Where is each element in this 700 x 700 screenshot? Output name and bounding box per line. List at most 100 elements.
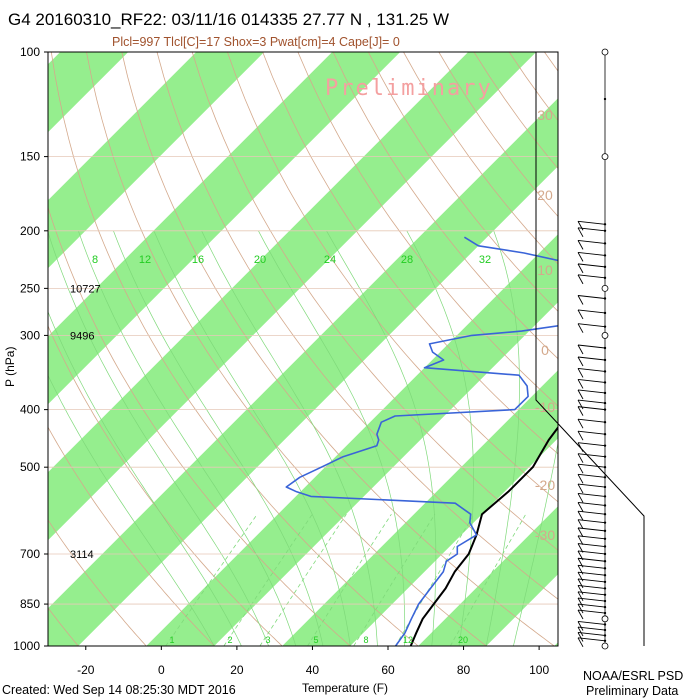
wind-barb-flag — [577, 323, 584, 333]
isotherm-label: 20 — [537, 187, 553, 203]
mixing-ratio-line — [259, 513, 347, 646]
wind-barb-flag — [577, 609, 584, 620]
wind-barb-flag — [577, 430, 584, 441]
y-tick-label: 100 — [20, 45, 40, 59]
y-tick-label: 700 — [20, 547, 40, 561]
wind-calm-marker — [601, 48, 609, 56]
moist-adiabat — [48, 374, 215, 646]
y-tick-label: 850 — [20, 597, 40, 611]
wind-barb-flag — [577, 463, 584, 474]
x-tick-label: 60 — [381, 663, 395, 677]
mixing-ratio-line — [165, 513, 258, 646]
dry-adiabat — [544, 52, 558, 72]
height-label: 9496 — [70, 330, 94, 342]
isobar-lines — [48, 52, 558, 646]
wind-barb-flag — [577, 632, 584, 642]
mixing-ratio-bottom-label: 1 — [169, 635, 174, 645]
isotherm-band — [690, 52, 700, 646]
wind-barb-staff — [577, 510, 606, 515]
wind-barb-column — [577, 48, 609, 650]
mixing-ratio-bottom-label: 5 — [313, 635, 318, 645]
wind-barb-flag — [577, 344, 584, 355]
wind-barb-flag — [577, 368, 584, 378]
axes: -20 0 20 40 60 80 1001001502002503004005007008… — [13, 45, 549, 677]
moist-adiabats — [48, 230, 558, 646]
moist-adiabat — [113, 230, 324, 646]
wind-barb-flag — [577, 603, 584, 614]
series-layer — [285, 236, 558, 646]
isotherm-band — [48, 52, 265, 269]
x-tick-label: 100 — [529, 663, 549, 677]
wind-barb-flag — [577, 527, 584, 538]
wind-barb-staff — [577, 571, 606, 576]
wind-barb-staff — [577, 535, 606, 540]
mixing-ratio-label: 20 — [254, 254, 266, 266]
mixing-ratio-bottom-label: 12 — [403, 635, 413, 645]
isotherm-band — [282, 370, 558, 646]
preliminary-watermark: Preliminary — [325, 76, 493, 101]
wind-barb-staff — [577, 584, 606, 589]
wind-barb-staff — [577, 626, 606, 631]
wind-barb-flag — [577, 585, 584, 595]
wind-barb-staff — [577, 263, 606, 268]
footer-preliminary: Preliminary Data — [586, 684, 678, 698]
x-axis-label: Temperature (F) — [302, 681, 388, 695]
dry-adiabat — [580, 52, 700, 646]
mixing-ratio-bottom-label: 2 — [227, 635, 232, 645]
wind-barb-flag — [577, 483, 584, 494]
y-tick-label: 400 — [20, 403, 40, 417]
isotherm-bands — [48, 52, 700, 646]
wind-barb-flag — [577, 263, 584, 274]
x-tick-label: 40 — [306, 663, 320, 677]
mixing-ratio-lines — [165, 513, 527, 646]
moist-adiabat — [326, 230, 437, 646]
wind-barb-staff — [577, 251, 606, 256]
mixing-ratio-line — [307, 513, 392, 646]
wind-barb-staff — [577, 591, 606, 596]
wind-barb-staff — [577, 399, 606, 404]
wind-barb-flag — [577, 252, 584, 262]
moist-adiabat — [201, 230, 378, 646]
wind-barb-staff — [577, 557, 606, 562]
wind-barb-staff — [577, 543, 606, 547]
wind-barb-staff — [577, 603, 606, 608]
wind-calm-marker — [601, 642, 609, 650]
wind-barb-flag — [577, 474, 584, 484]
mixing-ratio-line — [449, 513, 527, 646]
y-tick-label: 150 — [20, 150, 40, 164]
y-tick-label: 300 — [20, 328, 40, 342]
mixing-ratio-label: 8 — [92, 254, 98, 266]
wind-barb-flag — [577, 502, 584, 512]
wind-calm-marker — [601, 153, 609, 160]
y-axis-label: P (hPa) — [3, 347, 17, 387]
wind-barb-dot — [603, 97, 607, 101]
y-tick-label: 1000 — [13, 639, 40, 653]
x-tick-label: 0 — [158, 663, 165, 677]
isotherm-band — [48, 52, 401, 405]
wind-barb-staff — [577, 418, 606, 423]
wind-barb-staff — [577, 578, 606, 583]
moist-adiabat — [153, 230, 351, 646]
y-tick-label: 200 — [20, 224, 40, 238]
wind-barb-staff — [577, 453, 606, 458]
isotherm-band — [48, 52, 537, 541]
isotherm-band — [48, 98, 558, 646]
isotherm-label: -30 — [535, 527, 555, 543]
dry-adiabat — [615, 52, 700, 646]
moist-adiabat — [48, 230, 269, 646]
moist-adiabat — [513, 440, 558, 646]
chart-params: Plcl=997 Tlcl[C]=17 Shox=3 Pwat[cm]=4 Ca… — [112, 35, 400, 49]
wind-barb-staff — [577, 597, 606, 602]
wind-barb-flag — [577, 493, 584, 503]
wind-barb-staff — [577, 483, 606, 488]
isotherm-band — [554, 642, 558, 646]
wind-barb-flag — [577, 519, 584, 529]
footer-created: Created: Wed Sep 14 08:25:30 MDT 2016 — [2, 683, 236, 697]
wind-barb-staff — [577, 430, 606, 435]
wind-barb-flag — [577, 591, 584, 602]
wind-barb-staff — [577, 550, 606, 555]
wind-barb-flag — [577, 274, 584, 285]
mixing-ratio-bottom-label: 3 — [265, 635, 270, 645]
wind-barb-staff — [577, 637, 606, 642]
